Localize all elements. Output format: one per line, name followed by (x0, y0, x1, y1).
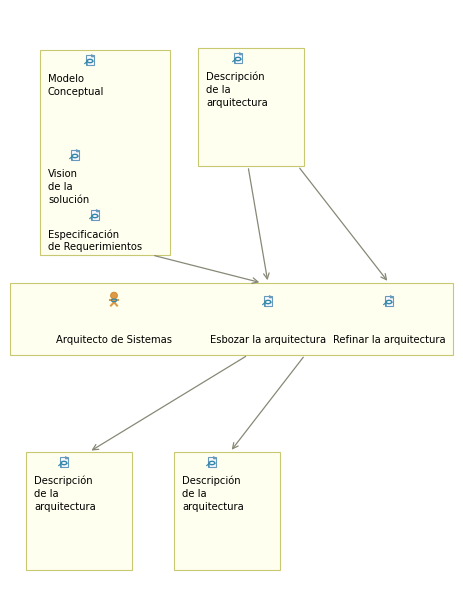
Text: Descripción
de la
arquitectura: Descripción de la arquitectura (34, 476, 95, 512)
Polygon shape (65, 457, 68, 459)
Text: Esbozar la arquitectura: Esbozar la arquitectura (209, 335, 325, 345)
Bar (208, 457, 215, 466)
Bar (384, 296, 392, 305)
Circle shape (110, 293, 117, 299)
Text: Modelo
Conceptual: Modelo Conceptual (48, 74, 104, 97)
Bar (264, 296, 271, 305)
Polygon shape (213, 457, 215, 459)
Bar (174, 452, 279, 570)
Bar (10, 283, 452, 355)
Polygon shape (269, 296, 271, 298)
Text: Descripción
de la
arquitectura: Descripción de la arquitectura (206, 72, 267, 108)
Bar (26, 452, 131, 570)
Text: Especificación
de Requerimientos: Especificación de Requerimientos (48, 229, 142, 252)
Bar (234, 53, 241, 62)
Text: Arquitecto de Sistemas: Arquitecto de Sistemas (56, 335, 172, 345)
Polygon shape (76, 149, 79, 152)
Text: Descripción
de la
arquitectura: Descripción de la arquitectura (181, 476, 243, 512)
Bar (71, 149, 79, 160)
Text: Vision
de la
solución: Vision de la solución (48, 169, 89, 204)
Bar (40, 50, 169, 255)
Bar (86, 54, 94, 64)
Text: Refinar la arquitectura: Refinar la arquitectura (332, 335, 444, 345)
Polygon shape (91, 54, 94, 57)
Bar (60, 457, 68, 466)
Bar (91, 209, 99, 220)
Bar (198, 48, 303, 166)
Polygon shape (390, 296, 392, 298)
Polygon shape (239, 53, 241, 54)
Polygon shape (96, 209, 99, 212)
